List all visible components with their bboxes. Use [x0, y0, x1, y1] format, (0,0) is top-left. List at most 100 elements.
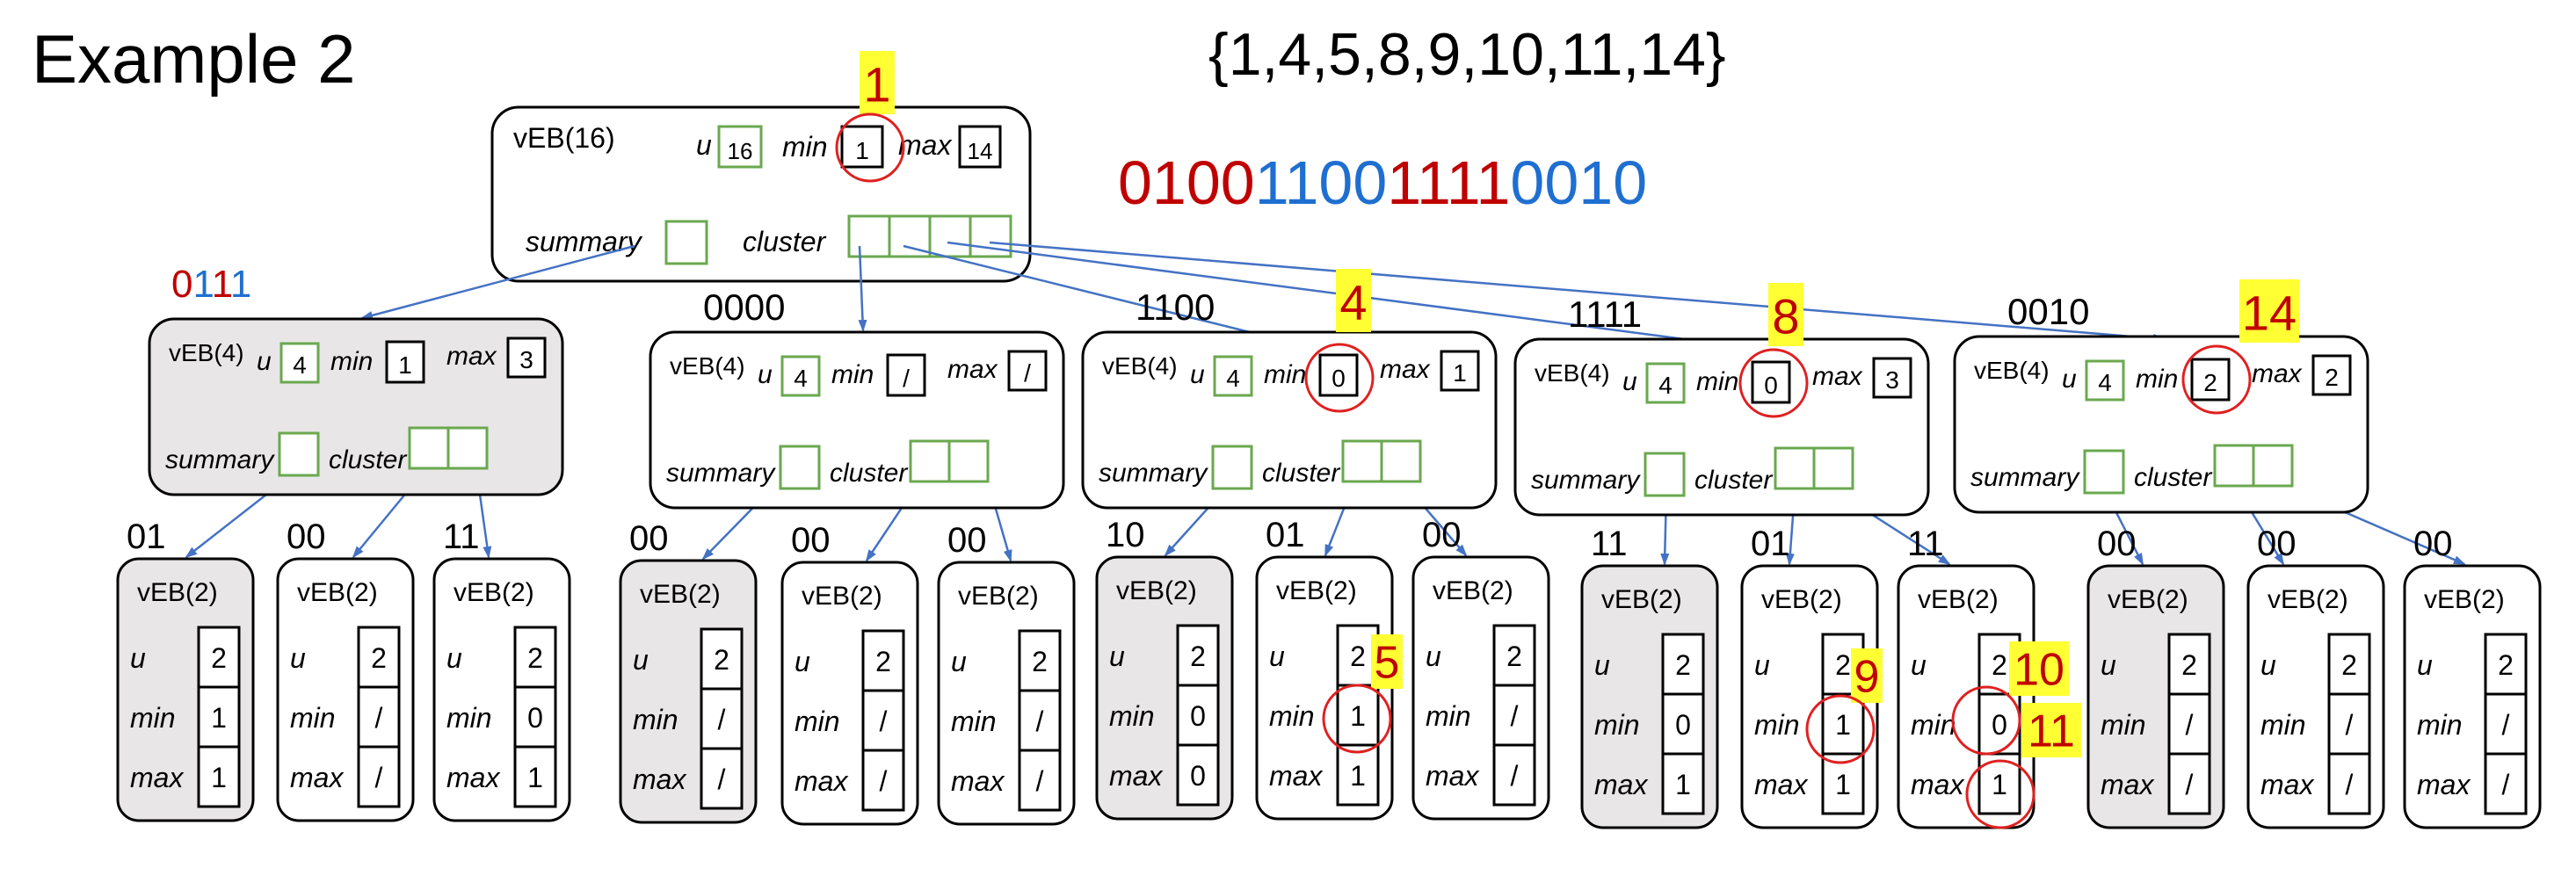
veb4-name-2: vEB(4) [670, 352, 745, 380]
veb2-leaf-15: 00 vEB(2) u 2 min / max / [2403, 525, 2542, 829]
veb2-leaf-10: 11 vEB(2) u 2 min 0 max 1 [1580, 525, 1719, 829]
veb2-min-value-15: / [2502, 709, 2510, 741]
veb4-summary-label-2: summary [666, 459, 776, 488]
veb4-min-label-3: min [1264, 360, 1306, 389]
veb4-summary-label-5: summary [1970, 463, 2080, 492]
veb4-min-label-5: min [2136, 365, 2178, 394]
veb2-max-label-3: max [446, 762, 500, 793]
root-min-label: min [782, 131, 828, 163]
root-max-label: max [898, 129, 952, 161]
root-summary-label: summary [526, 226, 643, 257]
veb2-name-6: vEB(2) [958, 582, 1039, 611]
veb4-cluster-1-3 [1380, 439, 1422, 483]
veb2-min-value-8: 1 [1350, 700, 1366, 732]
veb2-max-label-9: max [1426, 760, 1479, 792]
veb4-u-label-5: u [2062, 365, 2077, 394]
veb4-cluster-1-2 [947, 439, 990, 483]
veb2-name-11: vEB(2) [1761, 585, 1842, 614]
bitstring: 0100110011110010 [1118, 148, 1647, 217]
veb2-name-1: vEB(2) [137, 578, 218, 607]
veb2-max-label-6: max [951, 765, 1005, 797]
highlight-cluster3-min: 14 [2239, 279, 2299, 343]
veb4-name-3: vEB(4) [1102, 352, 1178, 380]
page-title: Example 2 [32, 20, 356, 98]
veb2-u-value-7: 2 [1190, 641, 1206, 672]
veb4-cluster-0-3 [1341, 439, 1383, 483]
bitstring-part-4: 0010 [1510, 148, 1647, 217]
veb2-min-label-4: min [633, 704, 678, 735]
veb4-u-label-4: u [1622, 367, 1637, 396]
circle-leaf10-min [1805, 694, 1876, 764]
veb2-label-14: 00 [2257, 525, 2297, 563]
veb2-min-value-13: / [2186, 709, 2194, 741]
veb2-max-value-9: / [1511, 760, 1519, 792]
highlight-leaf11-min: 10 [2009, 641, 2069, 696]
veb4-max-value-3: 1 [1453, 359, 1467, 387]
veb2-leaf-6: 00 vEB(2) u 2 min / max / [937, 521, 1076, 826]
veb2-u-value-4: 2 [714, 644, 729, 676]
veb2-name-13: vEB(2) [2108, 585, 2188, 614]
veb2-max-value-6: / [1036, 765, 1044, 797]
veb2-label-3: 11 [443, 517, 480, 556]
highlight-cluster2-min: 8 [1768, 283, 1803, 346]
root-name: vEB(16) [513, 122, 615, 154]
veb4-label-3: 1100 [1136, 286, 1215, 328]
veb2-u-value-13: 2 [2181, 649, 2197, 681]
veb4-label-2: 0000 [703, 286, 785, 328]
summary-bit-1: 0 [171, 263, 192, 306]
summary-bit-3: 1 [212, 263, 232, 306]
veb2-u-value-2: 2 [371, 642, 387, 674]
veb2-u-value-14: 2 [2341, 649, 2357, 681]
veb2-min-label-1: min [130, 702, 176, 734]
highlight-cluster3-min-text: 14 [2242, 286, 2297, 341]
veb4-u-value-5: 4 [2098, 369, 2112, 396]
veb2-name-5: vEB(2) [802, 582, 882, 611]
veb4-cluster-label-2: cluster [830, 459, 908, 488]
veb2-u-value-12: 2 [1992, 649, 2007, 681]
root-max-value: 14 [968, 138, 993, 164]
veb4-cluster-1-5 [2252, 444, 2294, 488]
veb2-max-label-13: max [2101, 769, 2154, 800]
veb2-label-4: 00 [629, 519, 669, 558]
veb4-max-label-1: max [446, 342, 497, 371]
veb2-leaf-14: 00 vEB(2) u 2 min / max / [2246, 525, 2385, 829]
highlight-leaf11-max-text: 11 [2028, 706, 2075, 757]
veb2-label-11: 01 [1751, 525, 1790, 563]
veb2-min-label-9: min [1426, 700, 1471, 732]
veb2-max-value-14: / [2346, 769, 2354, 800]
veb2-u-value-5: 2 [875, 646, 891, 677]
veb2-name-12: vEB(2) [1918, 585, 1999, 614]
arrow-5 [989, 241, 2166, 343]
veb4-summary-label-3: summary [1099, 459, 1208, 488]
veb4-summary-label-1: summary [165, 445, 275, 474]
veb2-max-label-8: max [1269, 760, 1323, 792]
veb4-max-value-1: 3 [519, 346, 533, 373]
veb2-min-label-10: min [1594, 709, 1640, 741]
veb2-u-label-15: u [2417, 649, 2433, 681]
veb2-max-value-1: 1 [211, 762, 227, 793]
veb2-u-label-7: u [1109, 641, 1125, 672]
veb2-leaf-5: 00 vEB(2) u 2 min / max / [780, 521, 919, 826]
veb4-summary-box-1 [278, 431, 320, 477]
veb4-cluster-label-5: cluster [2134, 463, 2212, 492]
veb2-min-value-1: 1 [211, 702, 227, 734]
veb2-max-label-14: max [2260, 769, 2314, 800]
veb2-max-value-3: 1 [527, 762, 543, 793]
root-cluster-array [847, 214, 1012, 258]
veb2-u-label-6: u [951, 646, 967, 677]
circle-leaf11-max [1965, 759, 2035, 829]
veb2-u-label-4: u [633, 644, 649, 676]
arrow-1 [360, 244, 635, 320]
circle-leaf7-min [1322, 684, 1392, 754]
root-summary-box [664, 220, 708, 265]
veb4-cluster-label-3: cluster [1262, 459, 1340, 488]
veb4-node-5: 0010 vEB(4) u 4 min 2 max 2 summary cluster [1953, 291, 2369, 514]
veb4-cluster-0-4 [1774, 446, 1816, 490]
veb2-u-value-3: 2 [527, 642, 543, 674]
veb2-min-label-11: min [1754, 709, 1800, 741]
veb2-name-10: vEB(2) [1601, 585, 1682, 614]
circle-root-min [835, 112, 905, 183]
veb4-node-3: 1100 vEB(4) u 4 min 0 max 1 summary cluster [1081, 286, 1498, 510]
veb2-name-14: vEB(2) [2268, 585, 2348, 614]
